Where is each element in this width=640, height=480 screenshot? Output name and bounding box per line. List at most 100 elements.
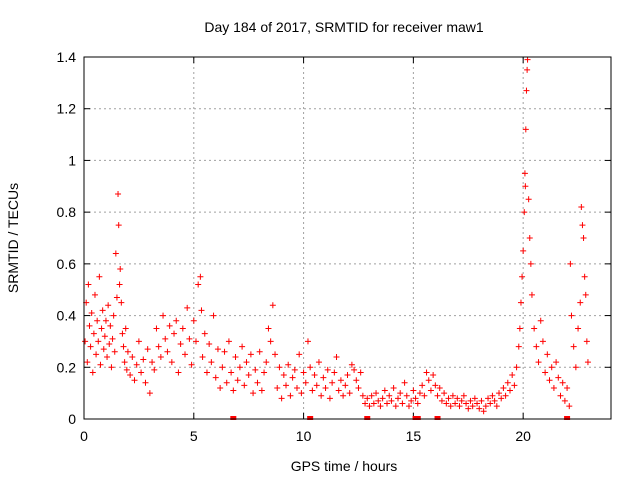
data-point <box>581 273 588 280</box>
data-point <box>171 330 178 337</box>
data-point <box>104 353 111 360</box>
data-point <box>523 87 530 94</box>
data-point <box>228 369 235 376</box>
data-point <box>97 361 104 368</box>
data-point <box>252 366 259 373</box>
data-point <box>115 222 122 229</box>
data-point <box>410 387 417 394</box>
data-point <box>566 403 573 410</box>
data-point <box>93 351 100 358</box>
baseline-marker <box>307 416 314 420</box>
data-point <box>116 281 123 288</box>
data-point <box>416 390 423 397</box>
data-point <box>567 260 574 267</box>
data-point <box>124 348 131 355</box>
data-point <box>397 390 404 397</box>
data-point <box>131 377 138 384</box>
data-point <box>430 372 437 379</box>
data-point <box>504 379 511 386</box>
data-point <box>276 364 283 371</box>
data-point <box>441 390 448 397</box>
data-point <box>454 395 461 402</box>
data-point <box>287 392 294 399</box>
data-point <box>522 126 529 133</box>
plot-frame <box>83 56 612 420</box>
data-point <box>578 203 585 210</box>
data-point <box>506 387 513 394</box>
data-point <box>241 382 248 389</box>
data-point <box>234 377 241 384</box>
data-point <box>84 359 91 366</box>
data-point <box>243 359 250 366</box>
data-point <box>142 379 149 386</box>
data-point <box>434 392 441 399</box>
data-point <box>86 322 93 329</box>
data-point <box>153 325 160 332</box>
data-point <box>212 374 219 381</box>
data-point <box>326 395 333 402</box>
x-tick-label: 15 <box>406 428 422 444</box>
data-point <box>140 356 147 363</box>
data-point <box>463 400 470 407</box>
data-point <box>469 403 476 410</box>
baseline-marker <box>564 416 571 420</box>
data-point <box>438 397 445 404</box>
data-point <box>320 374 327 381</box>
data-point <box>342 382 349 389</box>
x-tick-label: 20 <box>515 428 531 444</box>
data-point <box>155 343 162 350</box>
data-points <box>82 56 591 415</box>
data-point <box>111 348 118 355</box>
data-point <box>509 372 516 379</box>
baseline-marker <box>414 416 421 420</box>
data-point <box>531 325 538 332</box>
data-point <box>520 247 527 254</box>
data-point <box>572 364 579 371</box>
grid-lines <box>84 57 611 419</box>
data-point <box>133 361 140 368</box>
data-point <box>160 312 167 319</box>
data-point <box>511 382 518 389</box>
data-point <box>548 364 555 371</box>
data-point <box>210 312 217 319</box>
data-point <box>524 66 531 73</box>
data-point <box>208 359 215 366</box>
data-point <box>377 403 384 410</box>
data-point <box>307 364 314 371</box>
data-point <box>223 379 230 386</box>
data-point <box>582 291 589 298</box>
data-point <box>225 338 232 345</box>
y-tick-label: 0 <box>68 411 76 427</box>
data-point <box>357 369 364 376</box>
data-point <box>399 400 406 407</box>
data-point <box>452 400 459 407</box>
data-point <box>102 317 109 324</box>
data-point <box>166 322 173 329</box>
data-point <box>122 325 129 332</box>
data-point <box>546 377 553 384</box>
data-point <box>579 222 586 229</box>
data-point <box>230 387 237 394</box>
data-point <box>359 392 366 399</box>
data-point <box>564 384 571 391</box>
data-point <box>379 395 386 402</box>
data-point <box>583 338 590 345</box>
data-point <box>388 397 395 404</box>
data-point <box>335 387 342 394</box>
data-point <box>533 343 540 350</box>
x-tick-label: 5 <box>190 428 198 444</box>
data-point <box>300 369 307 376</box>
data-point <box>544 351 551 358</box>
data-point <box>214 346 221 353</box>
data-point <box>298 390 305 397</box>
data-point <box>88 309 95 316</box>
y-tick-label: 1.4 <box>57 49 77 65</box>
data-point <box>405 403 412 410</box>
data-point <box>94 317 101 324</box>
data-point <box>95 338 102 345</box>
data-point <box>348 361 355 368</box>
data-point <box>89 369 96 376</box>
data-point <box>144 346 151 353</box>
data-point <box>384 400 391 407</box>
data-point <box>395 395 402 402</box>
